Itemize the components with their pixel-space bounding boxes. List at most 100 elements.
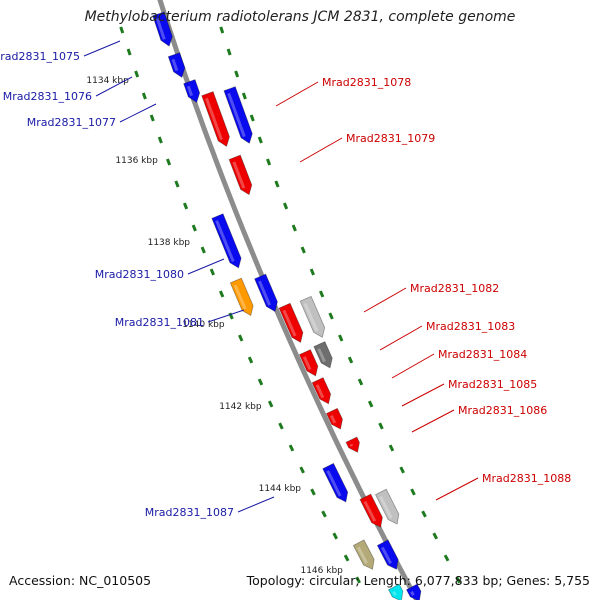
gene-highlight: [233, 284, 247, 310]
scale-tick: [241, 92, 247, 100]
gene-feature: [313, 341, 333, 369]
scale-tick: [309, 268, 315, 276]
scale-tick: [343, 554, 350, 562]
scale-tick: [321, 510, 327, 518]
gene-label-right: Mrad2831_1079: [346, 132, 435, 145]
accession-label: Accession: NC_010505: [9, 573, 152, 588]
label-leader-line: [299, 137, 343, 163]
gene-shape: [311, 377, 332, 405]
gene-highlight: [302, 356, 312, 371]
label-leader-line: [119, 103, 157, 123]
gene-highlight: [232, 161, 246, 189]
gene-label-right: Mrad2831_1088: [482, 472, 571, 485]
gene-shape: [299, 295, 326, 338]
label-leader-line: [379, 325, 423, 351]
gene-highlight: [227, 92, 246, 138]
gene-shape: [298, 349, 319, 377]
gene-label-right: Mrad2831_1083: [426, 320, 515, 333]
gene-shape: [278, 302, 304, 343]
gene-highlight: [303, 302, 319, 332]
gene-feature: [405, 583, 422, 600]
map-title: Methylobacterium radiotolerans JCM 2831,…: [84, 9, 516, 25]
scale-tick: [367, 400, 374, 408]
scale-tick: [347, 356, 354, 364]
gene-shape: [405, 583, 422, 600]
gene-highlight: [410, 590, 415, 596]
scale-tick: [432, 532, 439, 540]
gene-feature: [167, 52, 186, 78]
gene-feature: [376, 539, 399, 570]
gene-highlight: [282, 309, 297, 337]
gene-highlight: [356, 546, 368, 565]
gene-feature: [299, 295, 326, 338]
gene-feature: [375, 488, 400, 525]
scale-tick: [288, 444, 295, 452]
scale-tick: [332, 532, 339, 540]
gene-label-right: Mrad2831_1085: [448, 378, 537, 391]
gene-label-left: Mrad2831_1076: [3, 90, 92, 103]
gene-feature: [322, 462, 349, 503]
gene-feature: [325, 407, 343, 430]
gene-shape: [376, 539, 399, 570]
gene-highlight: [380, 546, 392, 565]
scale-tick: [228, 312, 234, 320]
gene-shape: [228, 154, 253, 196]
scale-tick: [278, 422, 284, 430]
gene-shape: [183, 79, 201, 104]
scale-tick: [209, 268, 215, 276]
gene-label-right: Mrad2831_1086: [458, 404, 547, 417]
scale-tick: [319, 290, 325, 298]
gene-shape: [167, 52, 186, 78]
scale-tick: [266, 158, 272, 166]
gene-feature: [352, 539, 375, 570]
scale-tick: [257, 378, 264, 386]
scale-tick: [141, 92, 147, 100]
gene-highlight: [363, 500, 377, 522]
scale-tick: [357, 378, 364, 386]
scale-tick: [234, 70, 240, 78]
label-leader-line: [237, 496, 275, 513]
scale-tick: [247, 356, 254, 364]
scale-label: 1136 kbp: [115, 156, 158, 166]
scale-tick: [149, 114, 155, 122]
label-leader-line: [207, 309, 245, 323]
gene-feature: [229, 277, 254, 317]
scale-tick: [219, 290, 225, 298]
scale-tick: [119, 26, 125, 34]
scale-label: 1140 kbp: [182, 320, 225, 330]
gene-shape: [201, 91, 230, 147]
scale-tick: [219, 26, 225, 34]
gene-highlight: [392, 590, 397, 596]
gene-shape: [223, 86, 253, 144]
scale-tick: [238, 334, 244, 342]
gene-label-left: Mrad2831_1077: [27, 116, 116, 129]
gene-highlight: [315, 384, 325, 399]
scale-tick: [355, 576, 361, 584]
scale-tick: [378, 422, 384, 430]
gene-label-left: Mrad2831_1080: [95, 268, 184, 281]
gene-shape: [352, 539, 375, 570]
scale-tick: [310, 488, 316, 496]
gene-highlight: [349, 443, 354, 447]
gene-shape: [254, 273, 278, 313]
scale-track-right: [219, 26, 461, 584]
gene-feature: [152, 11, 173, 47]
scale-label: 1142 kbp: [219, 402, 262, 412]
scale-tick: [455, 576, 461, 584]
scale-tick: [410, 488, 416, 496]
scale-tick: [282, 202, 289, 210]
gene-highlight: [379, 495, 393, 519]
gene-feature: [359, 493, 383, 528]
gene-highlight: [186, 85, 194, 97]
gene-highlight: [326, 470, 342, 497]
gene-label-left: Mrad2831_1087: [145, 506, 234, 519]
gene-highlight: [205, 97, 223, 141]
scale-label: 1144 kbp: [259, 484, 302, 494]
scale-tick: [267, 400, 274, 408]
gene-shape: [359, 493, 383, 528]
gene-highlight: [330, 414, 337, 424]
gene-label-right: Mrad2831_1082: [410, 282, 499, 295]
scale-track-left: [119, 26, 361, 584]
label-leader-line: [83, 40, 121, 57]
